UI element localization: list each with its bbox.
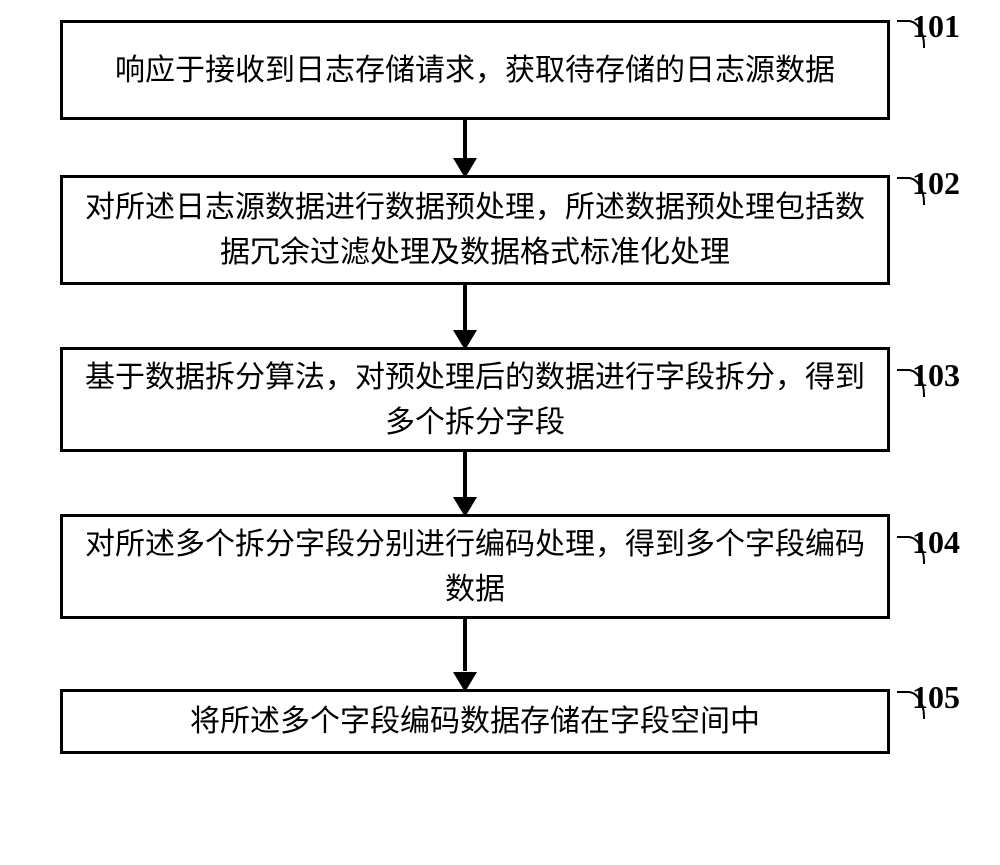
connector-4 [40,619,960,689]
arrow-line-4 [463,619,467,671]
step-label-3: 103 [912,357,960,394]
arrow-line-1 [463,120,467,158]
step-label-1: 101 [912,8,960,45]
arrow-line-2 [463,285,467,330]
step-row-4: 对所述多个拆分字段分别进行编码处理，得到多个字段编码数据 104 [40,514,960,619]
step-row-3: 基于数据拆分算法，对预处理后的数据进行字段拆分，得到多个拆分字段 103 [40,347,960,452]
flowchart-container: 响应于接收到日志存储请求，获取待存储的日志源数据 101 对所述日志源数据进行数… [40,20,960,754]
step-text-2: 对所述日志源数据进行数据预处理，所述数据预处理包括数据冗余过滤处理及数据格式标准… [83,185,867,275]
arrow-line-3 [463,452,467,497]
step-text-5: 将所述多个字段编码数据存储在字段空间中 [190,699,760,744]
step-text-1: 响应于接收到日志存储请求，获取待存储的日志源数据 [115,48,835,93]
step-text-3: 基于数据拆分算法，对预处理后的数据进行字段拆分，得到多个拆分字段 [83,355,867,445]
step-box-4: 对所述多个拆分字段分别进行编码处理，得到多个字段编码数据 [60,514,890,619]
step-label-2: 102 [912,165,960,202]
step-row-2: 对所述日志源数据进行数据预处理，所述数据预处理包括数据冗余过滤处理及数据格式标准… [40,175,960,285]
step-box-5: 将所述多个字段编码数据存储在字段空间中 [60,689,890,754]
step-label-5: 105 [912,679,960,716]
step-label-4: 104 [912,524,960,561]
step-box-2: 对所述日志源数据进行数据预处理，所述数据预处理包括数据冗余过滤处理及数据格式标准… [60,175,890,285]
connector-2 [40,285,960,347]
connector-1 [40,120,960,175]
step-row-1: 响应于接收到日志存储请求，获取待存储的日志源数据 101 [40,20,960,120]
step-box-1: 响应于接收到日志存储请求，获取待存储的日志源数据 [60,20,890,120]
connector-3 [40,452,960,514]
step-box-3: 基于数据拆分算法，对预处理后的数据进行字段拆分，得到多个拆分字段 [60,347,890,452]
step-text-4: 对所述多个拆分字段分别进行编码处理，得到多个字段编码数据 [83,522,867,612]
step-row-5: 将所述多个字段编码数据存储在字段空间中 105 [40,689,960,754]
